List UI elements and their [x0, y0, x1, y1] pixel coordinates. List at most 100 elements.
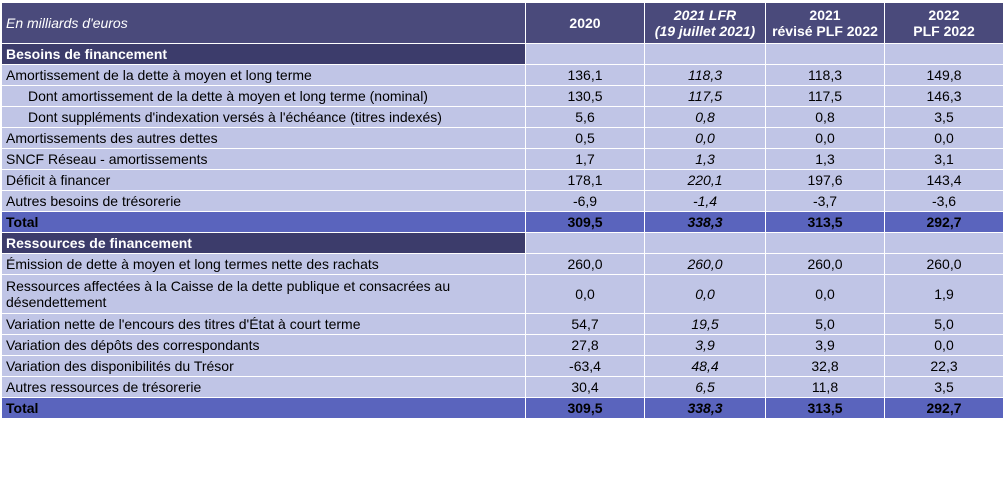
financing-table: En milliards d'euros 2020 2021 LFR (19 ju… [1, 2, 1004, 419]
row-label: Variation nette de l'encours des titres … [1, 313, 526, 335]
table-row: Autres ressources de trésorerie 30,4 6,5… [1, 376, 1004, 398]
row-label: Amortissements des autres dettes [1, 127, 526, 149]
section-title: Besoins de financement [1, 43, 526, 65]
row-label: Autres besoins de trésorerie [1, 190, 526, 212]
value-2020: 27,8 [525, 334, 645, 356]
col-2021-revise-header: 2021 révisé PLF 2022 [765, 2, 885, 44]
value-2021-lfr: 0,0 [644, 274, 766, 314]
total-row-besoins: Total 309,5 338,3 313,5 292,7 [1, 211, 1004, 233]
value-2020: 54,7 [525, 313, 645, 335]
value-2021-revise: 260,0 [765, 253, 885, 275]
value-2021-revise: 1,3 [765, 148, 885, 170]
value-2021-lfr: -1,4 [644, 190, 766, 212]
section-header-besoins: Besoins de financement [1, 43, 1004, 65]
table-row: Dont amortissement de la dette à moyen e… [1, 85, 1004, 107]
col-2021-lfr-line1: 2021 LFR [673, 7, 737, 23]
row-label: Dont amortissement de la dette à moyen e… [1, 85, 526, 107]
value-2021-revise: 0,8 [765, 106, 885, 128]
value-2021-revise: 117,5 [765, 85, 885, 107]
table-row: Émission de dette à moyen et long termes… [1, 253, 1004, 275]
row-label: Dont suppléments d'indexation versés à l… [1, 106, 526, 128]
section-blank-cell [765, 232, 885, 254]
section-blank-cell [884, 232, 1004, 254]
total-label: Total [1, 211, 526, 233]
row-label: Ressources affectées à la Caisse de la d… [1, 274, 526, 314]
value-2021-lfr: 48,4 [644, 355, 766, 377]
value-2021-revise: 32,8 [765, 355, 885, 377]
table-row: Amortissements des autres dettes 0,5 0,0… [1, 127, 1004, 149]
col-2020-header: 2020 [525, 2, 645, 44]
value-2020: 178,1 [525, 169, 645, 191]
value-2021-revise: 118,3 [765, 64, 885, 86]
total-2021-revise: 313,5 [765, 397, 885, 419]
col-2022-line1: 2022 [928, 7, 960, 23]
value-2022: 3,5 [884, 106, 1004, 128]
table-row: Amortissement de la dette à moyen et lon… [1, 64, 1004, 86]
value-2021-lfr: 1,3 [644, 148, 766, 170]
total-2021-lfr: 338,3 [644, 211, 766, 233]
value-2022: 22,3 [884, 355, 1004, 377]
value-2022: 5,0 [884, 313, 1004, 335]
row-label: Émission de dette à moyen et long termes… [1, 253, 526, 275]
total-2022: 292,7 [884, 397, 1004, 419]
row-label: Autres ressources de trésorerie [1, 376, 526, 398]
section-blank-cell [525, 43, 645, 65]
total-row-ressources: Total 309,5 338,3 313,5 292,7 [1, 397, 1004, 419]
table-row: Déficit à financer 178,1 220,1 197,6 143… [1, 169, 1004, 191]
section-blank-cell [884, 43, 1004, 65]
table-row: Autres besoins de trésorerie -6,9 -1,4 -… [1, 190, 1004, 212]
value-2022: 149,8 [884, 64, 1004, 86]
row-label-line2: désendettement [6, 294, 107, 310]
section-blank-cell [765, 43, 885, 65]
row-label: Amortissement de la dette à moyen et lon… [1, 64, 526, 86]
total-2020: 309,5 [525, 211, 645, 233]
value-2021-lfr: 6,5 [644, 376, 766, 398]
col-2022-line2: PLF 2022 [913, 23, 975, 39]
col-2021-revise-line1: 2021 [809, 7, 841, 23]
value-2020: 0,0 [525, 274, 645, 314]
col-2022-header: 2022 PLF 2022 [884, 2, 1004, 44]
value-2022: 143,4 [884, 169, 1004, 191]
value-2020: 30,4 [525, 376, 645, 398]
table-row: Variation des dépôts des correspondants … [1, 334, 1004, 356]
value-2021-revise: 3,9 [765, 334, 885, 356]
row-label: Variation des disponibilités du Trésor [1, 355, 526, 377]
value-2022: 3,5 [884, 376, 1004, 398]
value-2021-revise: 0,0 [765, 274, 885, 314]
table-row: Dont suppléments d'indexation versés à l… [1, 106, 1004, 128]
value-2020: 136,1 [525, 64, 645, 86]
value-2022: 1,9 [884, 274, 1004, 314]
value-2021-revise: 5,0 [765, 313, 885, 335]
value-2021-lfr: 3,9 [644, 334, 766, 356]
col-2021-lfr-line2: (19 juillet 2021) [654, 23, 756, 39]
total-2021-lfr: 338,3 [644, 397, 766, 419]
section-blank-cell [644, 232, 766, 254]
value-2022: 3,1 [884, 148, 1004, 170]
value-2021-lfr: 0,0 [644, 127, 766, 149]
value-2021-lfr: 117,5 [644, 85, 766, 107]
total-2020: 309,5 [525, 397, 645, 419]
value-2022: -3,6 [884, 190, 1004, 212]
value-2020: 130,5 [525, 85, 645, 107]
value-2022: 260,0 [884, 253, 1004, 275]
table-row: Ressources affectées à la Caisse de la d… [1, 274, 1004, 314]
value-2022: 0,0 [884, 127, 1004, 149]
value-2021-lfr: 19,5 [644, 313, 766, 335]
value-2020: -6,9 [525, 190, 645, 212]
section-title: Ressources de financement [1, 232, 526, 254]
row-label: SNCF Réseau - amortissements [1, 148, 526, 170]
value-2021-lfr: 118,3 [644, 64, 766, 86]
unit-label: En milliards d'euros [1, 2, 526, 44]
total-2021-revise: 313,5 [765, 211, 885, 233]
total-2022: 292,7 [884, 211, 1004, 233]
table-row: Variation nette de l'encours des titres … [1, 313, 1004, 335]
value-2021-revise: 0,0 [765, 127, 885, 149]
value-2021-lfr: 220,1 [644, 169, 766, 191]
value-2020: 260,0 [525, 253, 645, 275]
value-2021-revise: 11,8 [765, 376, 885, 398]
section-blank-cell [525, 232, 645, 254]
value-2021-lfr: 0,8 [644, 106, 766, 128]
value-2020: 5,6 [525, 106, 645, 128]
col-2021-revise-line2: révisé PLF 2022 [772, 23, 878, 39]
row-label: Déficit à financer [1, 169, 526, 191]
